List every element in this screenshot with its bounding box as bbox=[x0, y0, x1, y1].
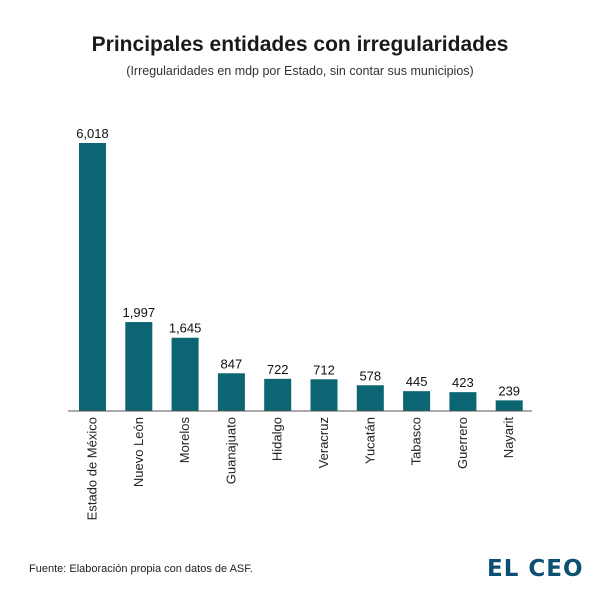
chart-title: Principales entidades con irregularidade… bbox=[91, 33, 509, 56]
brand-logo: EL CEO bbox=[487, 556, 584, 582]
bar-8 bbox=[449, 392, 477, 411]
category-label-3: Guanajuato bbox=[223, 417, 238, 484]
value-label-0: 6,018 bbox=[76, 126, 109, 141]
value-label-3: 847 bbox=[221, 356, 243, 371]
category-label-0: Estado de México bbox=[85, 417, 100, 520]
bar-0 bbox=[79, 143, 106, 411]
value-label-5: 712 bbox=[313, 362, 335, 377]
bars-group: 6,018 Estado de México 1,997 Nuevo León 1,64… bbox=[76, 126, 523, 520]
bar-9 bbox=[495, 400, 523, 411]
chart-subtitle: (Irregularidades en mdp por Estado, sin … bbox=[126, 64, 474, 78]
value-label-9: 239 bbox=[498, 383, 520, 398]
category-label-2: Morelos bbox=[177, 417, 192, 464]
category-label-8: Guerrero bbox=[455, 417, 470, 469]
category-label-9: Nayarit bbox=[501, 417, 516, 459]
bar-5 bbox=[310, 379, 338, 411]
bar-6 bbox=[356, 385, 384, 411]
value-label-1: 1,997 bbox=[123, 305, 156, 320]
value-label-8: 423 bbox=[452, 375, 474, 390]
bar-2 bbox=[171, 337, 199, 411]
category-label-4: Hidalgo bbox=[270, 417, 285, 461]
category-label-6: Yucatán bbox=[362, 417, 377, 464]
category-label-1: Nuevo León bbox=[131, 417, 146, 487]
bar-1 bbox=[125, 322, 153, 411]
bar-7 bbox=[403, 391, 431, 411]
value-label-6: 578 bbox=[359, 368, 381, 383]
bar-4 bbox=[264, 378, 292, 411]
source-note: Fuente: Elaboración propia con datos de … bbox=[29, 563, 253, 575]
value-label-7: 445 bbox=[406, 374, 428, 389]
category-label-7: Tabasco bbox=[409, 417, 424, 465]
bar-3 bbox=[217, 373, 245, 411]
value-label-2: 1,645 bbox=[169, 321, 202, 336]
value-label-4: 722 bbox=[267, 362, 289, 377]
category-label-5: Veracruz bbox=[316, 417, 331, 468]
